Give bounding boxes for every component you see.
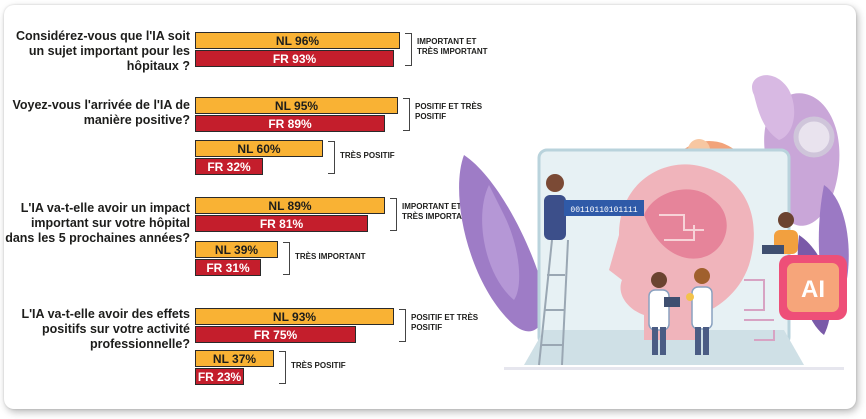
group-label: TRÈS POSITIF <box>340 151 395 160</box>
group-label: IMPORTANT ET TRÈS IMPORTANT <box>417 37 488 56</box>
bar-fr: FR 23% <box>195 368 244 385</box>
bracket <box>279 351 286 384</box>
svg-text:AI: AI <box>801 276 825 303</box>
group-label: POSITIF ET TRÈS POSITIF <box>415 102 483 121</box>
group-label: POSITIF ET TRÈS POSITIF <box>411 313 479 332</box>
svg-text:00110110101111: 00110110101111 <box>570 206 637 215</box>
question-text: Considérez-vous que l'IA soit un sujet i… <box>15 29 190 73</box>
question-text: L'IA va-t-elle avoir un impact important… <box>5 201 190 245</box>
question-text: L'IA va-t-elle avoir des effets positifs… <box>21 307 190 351</box>
bar-nl: NL 89% <box>195 197 385 214</box>
bracket <box>283 242 290 275</box>
floor-line <box>504 367 844 370</box>
bar-fr: FR 93% <box>195 50 394 67</box>
infographic-card: Considérez-vous que l'IA soit un sujet i… <box>4 5 856 409</box>
bar-nl: NL 95% <box>195 97 398 114</box>
group-label: TRÈS IMPORTANT <box>295 252 366 261</box>
ladder-worker-icon <box>538 174 569 366</box>
bar-fr: FR 75% <box>195 326 356 343</box>
bar-fr: FR 31% <box>195 259 261 276</box>
bracket <box>328 141 335 174</box>
bar-fr: FR 89% <box>195 115 385 132</box>
bracket <box>399 309 406 342</box>
bar-fr: FR 81% <box>195 215 368 232</box>
group-label: TRÈS POSITIF <box>291 361 346 370</box>
bar-nl: NL 93% <box>195 308 394 325</box>
bracket <box>403 98 410 131</box>
bar-nl: NL 39% <box>195 241 278 258</box>
question-text: Voyez-vous l'arrivée de l'IA de manière … <box>12 98 190 127</box>
bar-nl: NL 96% <box>195 32 400 49</box>
binary-banner: 00110110101111 <box>564 200 644 216</box>
sitting-person-icon <box>762 212 798 254</box>
ai-illustration: 00110110101111 AI <box>459 75 849 370</box>
brain-head-icon <box>609 164 754 340</box>
bracket <box>405 33 412 66</box>
ai-chip-icon: AI <box>744 255 847 341</box>
bar-fr: FR 32% <box>195 158 263 175</box>
group-label: IMPORTANT ET TRÈS IMPORTANT <box>402 202 473 221</box>
bar-nl: NL 37% <box>195 350 274 367</box>
bar-nl: NL 60% <box>195 140 323 157</box>
scientists-icon <box>648 268 713 355</box>
bracket <box>390 198 397 231</box>
